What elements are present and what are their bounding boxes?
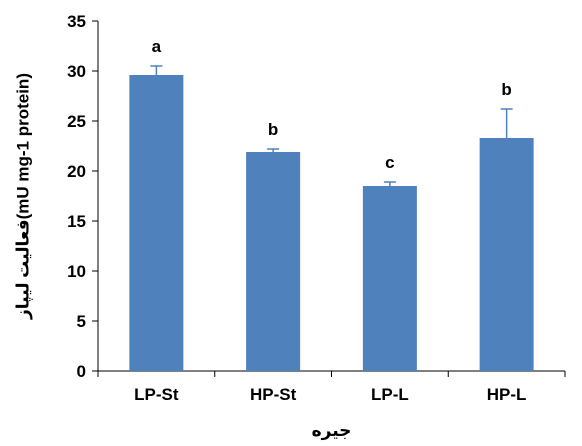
y-tick-label: 15 (67, 212, 86, 231)
y-axis-title: فعالیت لیپاز(mU mg-1 protein) (13, 73, 33, 320)
x-axis-ticks: LP-St HP-St LP-L HP-L (97, 371, 566, 404)
bar-lp-l (362, 186, 417, 371)
y-tick-label: 0 (77, 362, 86, 381)
significance-letter: a (152, 37, 162, 56)
y-tick-label: 20 (67, 162, 86, 181)
y-tick-label: 5 (77, 312, 86, 331)
bar-lp-st (129, 75, 184, 371)
x-tick-label: LP-L (371, 385, 409, 404)
y-axis: 0 5 10 15 20 25 30 35 (67, 12, 99, 381)
y-tick-label: 30 (67, 62, 86, 81)
x-axis-title: جیره (312, 421, 352, 441)
significance-letters: a b c b (152, 37, 512, 172)
significance-letter: b (501, 80, 511, 99)
y-tick-label: 25 (67, 112, 86, 131)
significance-letter: b (268, 120, 278, 139)
bar-hp-l (479, 138, 534, 371)
y-tick-label: 35 (67, 12, 86, 31)
x-tick-label: HP-St (250, 385, 297, 404)
bar-series (129, 75, 534, 371)
x-axis: LP-St HP-St LP-L HP-L (97, 370, 566, 404)
x-tick-label: HP-L (487, 385, 527, 404)
y-tick-label: 10 (67, 262, 86, 281)
y-axis-ticks: 0 5 10 15 20 25 30 35 (67, 12, 98, 381)
significance-letter: c (385, 153, 394, 172)
bar-hp-st (246, 152, 301, 371)
error-bars (150, 65, 513, 186)
x-tick-label: LP-St (134, 385, 179, 404)
